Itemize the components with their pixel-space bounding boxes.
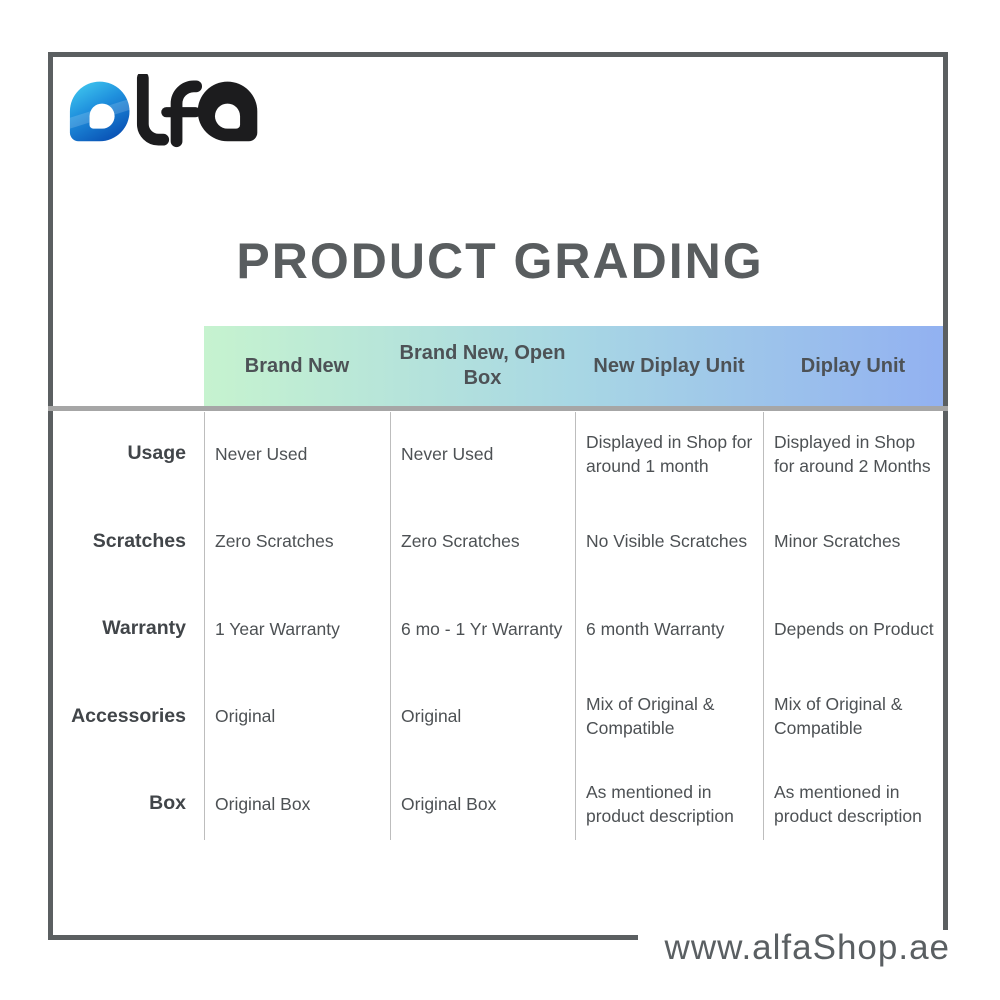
table-cell: Depends on Product [774, 618, 934, 639]
table-cell: Original Box [401, 793, 497, 814]
website-url: www.alfaShop.ae [664, 928, 950, 967]
table-cell: Never Used [215, 443, 308, 464]
table-row: Scratches Zero Scratches Zero Scratches No … [53, 498, 943, 586]
table-cell: Mix of Original & Compatible [774, 694, 903, 739]
header-rule [48, 406, 948, 411]
table-cell: Mix of Original & Compatible [586, 694, 715, 739]
column-header-diplay-unit: Diplay Unit [800, 354, 906, 377]
alfa-logo [69, 74, 258, 148]
table-header-row: Brand New Brand New, Open Box New Diplay… [204, 326, 943, 406]
frame-border-top [48, 52, 948, 57]
logo-letter-f [161, 80, 203, 148]
table-cell: Displayed in Shop for around 1 month [586, 431, 753, 476]
row-label: Usage [127, 442, 186, 465]
logo-letter-a-black [197, 81, 258, 142]
table-cell: Zero Scratches [401, 531, 520, 552]
table-cell: Original [215, 706, 276, 727]
table-cell: Minor Scratches [774, 531, 901, 552]
column-divider [763, 412, 764, 840]
table-row: Warranty 1 Year Warranty 6 mo - 1 Yr Warra… [53, 585, 943, 673]
column-header-brand-new: Brand New [244, 354, 350, 377]
column-header-new-diplay-unit: New Diplay Unit [593, 354, 745, 377]
table-body: Usage Never Used Never Used Displayed in Sh… [53, 410, 943, 848]
column-header-brand-new-open-box: Brand New, Open Box [399, 342, 566, 389]
row-label: Scratches [92, 529, 186, 552]
table-row: Accessories Original Original Mix of Origin… [53, 673, 943, 761]
column-divider [575, 412, 576, 840]
column-divider [390, 412, 391, 840]
row-label: Box [149, 792, 186, 815]
row-label: Accessories [71, 704, 186, 727]
table-row: Usage Never Used Never Used Displayed in Sh… [53, 410, 943, 498]
frame-border-bottom [48, 935, 638, 940]
table-cell: Never Used [401, 443, 494, 464]
table-cell: 6 mo - 1 Yr Warranty [401, 618, 563, 639]
page-title: PRODUCT GRADING [236, 233, 764, 289]
table-cell: Original Box [215, 793, 311, 814]
logo-letter-l [136, 74, 170, 146]
row-label: Warranty [102, 617, 186, 640]
table-cell: 6 month Warranty [586, 618, 725, 639]
logo-letter-a-blue [69, 81, 130, 142]
table-cell: No Visible Scratches [586, 531, 748, 552]
frame-border-right [943, 52, 948, 930]
table-cell: Displayed in Shop for around 2 Months [774, 431, 931, 476]
table-cell: Original [401, 706, 462, 727]
table-row: Box Original Box Original Box As mentioned … [53, 760, 943, 848]
table-cell: As mentioned in product description [774, 781, 922, 826]
table-cell: Zero Scratches [215, 531, 334, 552]
table-cell: As mentioned in product description [586, 781, 734, 826]
table-cell: 1 Year Warranty [215, 618, 340, 639]
frame-border-left [48, 52, 53, 940]
column-divider [204, 412, 205, 840]
